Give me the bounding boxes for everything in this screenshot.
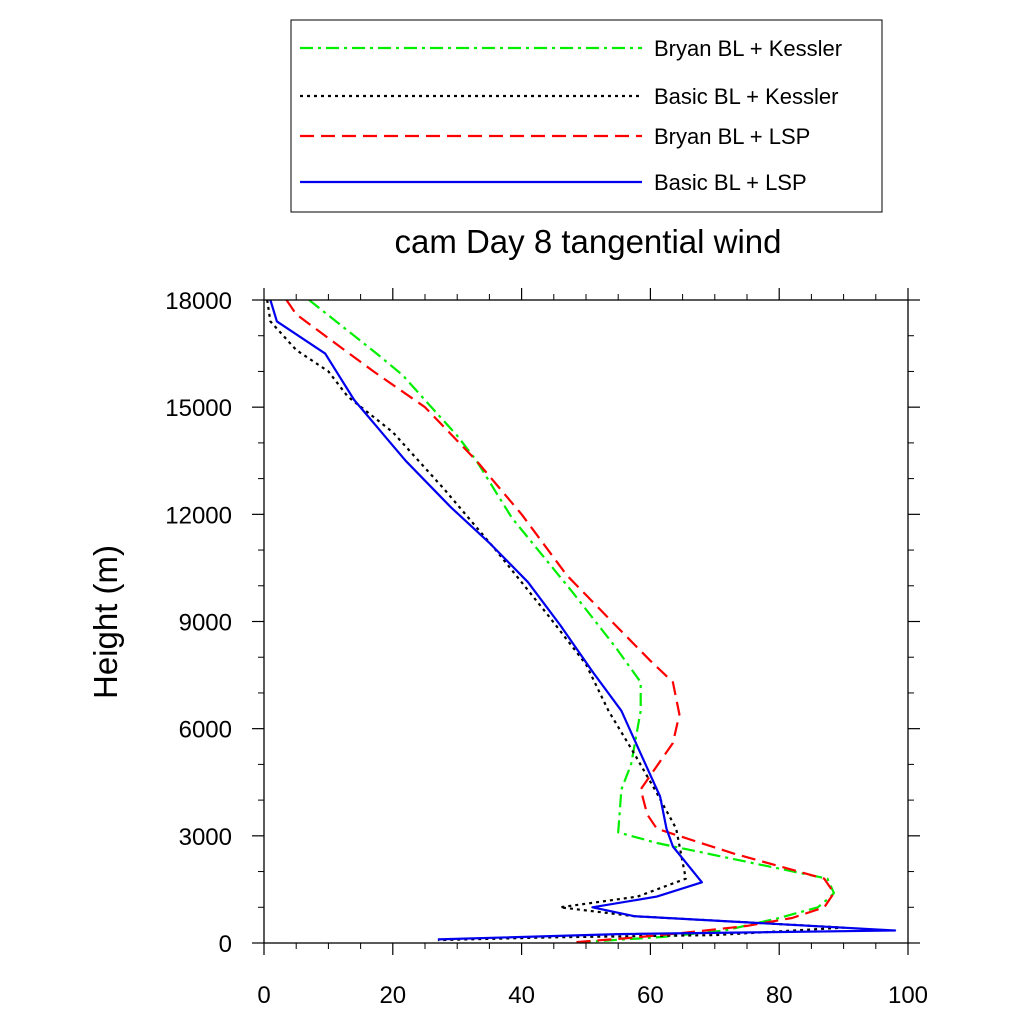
series-line-1 [308,300,836,943]
y-tick-label: 12000 [165,502,232,529]
legend-label-3: Bryan BL + LSP [654,124,810,149]
y-tick-label: 9000 [179,610,232,637]
axis-ticks: 0 20 40 60 80 100 0 3000 6000 9000 12000 15000 18000 [165,288,928,1009]
x-tick-label: 0 [257,982,270,1009]
x-tick-label: 80 [766,982,793,1009]
y-tick-label: 6000 [179,717,232,744]
legend-box [290,19,883,213]
y-tick-label: 3000 [179,824,232,851]
x-tick-label: 60 [637,982,664,1009]
legend-label-2: Basic BL + Kessler [654,84,838,109]
y-axis-label: Height (m) [87,545,124,699]
y-tick-label: 0 [219,931,232,958]
legend-label-1: Bryan BL + Kessler [654,36,842,61]
y-tick-label: 18000 [165,288,232,315]
legend: Bryan BL + Kessler Basic BL + Kessler Brya… [290,19,883,213]
legend-items: Bryan BL + Kessler Basic BL + Kessler Brya… [300,36,842,195]
legend-label-4: Basic BL + LSP [654,170,807,195]
plot-frame [263,299,909,944]
y-tick-label: 15000 [165,395,232,422]
series-lines [266,300,897,943]
x-tick-label: 20 [379,982,406,1009]
series-line-3 [285,300,836,943]
x-tick-label: 100 [888,982,928,1009]
series-line-4 [269,300,897,941]
chart-title: cam Day 8 tangential wind [394,223,781,260]
x-tick-label: 40 [508,982,535,1009]
